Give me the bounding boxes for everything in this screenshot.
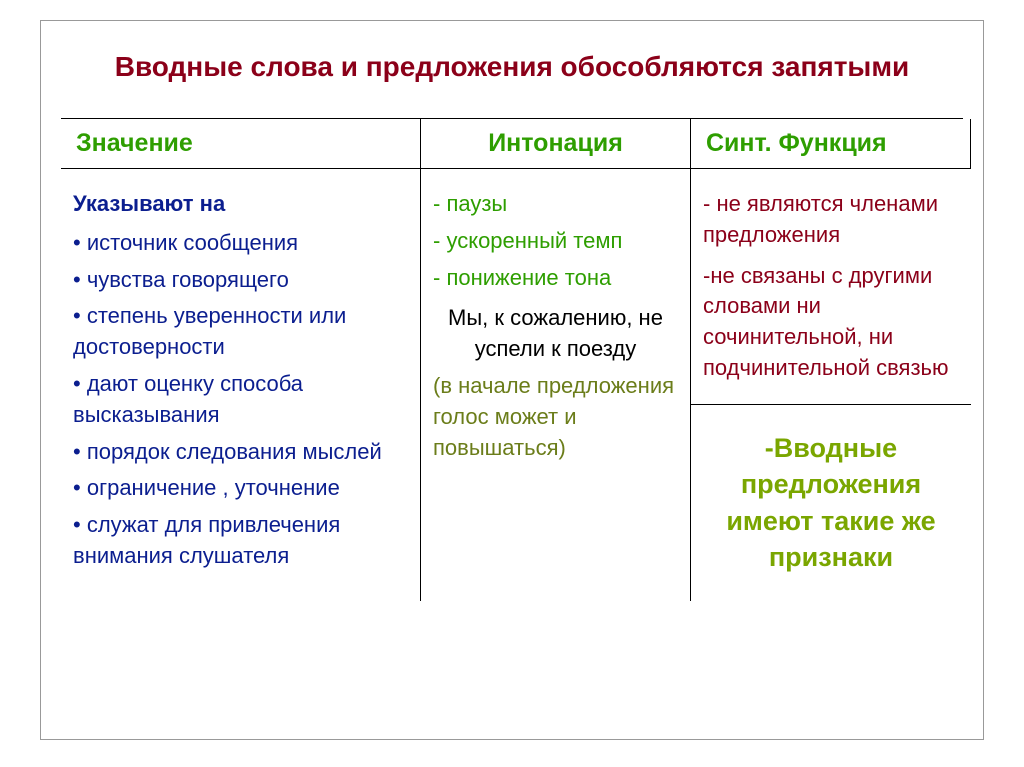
col1-lead: Указывают на xyxy=(73,189,408,220)
col2-note: (в начале предложения голос может и повы… xyxy=(433,371,678,463)
col2-body: - паузы - ускоренный темп - понижение то… xyxy=(421,168,691,601)
col2-item: - понижение тона xyxy=(433,263,678,294)
col2-header: Интонация xyxy=(421,119,691,168)
content-table: Значение Интонация Синт. Функция Указыва… xyxy=(61,118,963,601)
col1-item: источник сообщения xyxy=(73,228,408,259)
col1-item: степень уверенности или достоверности xyxy=(73,301,408,363)
col1-body: Указывают на источник сообщения чувства … xyxy=(61,168,421,601)
col2-item: - паузы xyxy=(433,189,678,220)
col1-item: чувства говорящего xyxy=(73,265,408,296)
col2-item: - ускоренный темп xyxy=(433,226,678,257)
col3-header: Синт. Функция xyxy=(691,119,971,168)
col1-item: дают оценку способа высказывания xyxy=(73,369,408,431)
col3-top: - не являются членами предложения -не св… xyxy=(691,168,971,404)
col3-bottom: -Вводные предложения имеют такие же приз… xyxy=(691,404,971,601)
col1-header: Значение xyxy=(61,119,421,168)
col2-example: Мы, к сожалению, не успели к поезду xyxy=(433,303,678,365)
col1-item: порядок следования мыслей xyxy=(73,437,408,468)
slide-frame: Вводные слова и предложения обособляются… xyxy=(40,20,984,740)
page-title: Вводные слова и предложения обособляются… xyxy=(61,51,963,98)
col3-item: - не являются членами предложения xyxy=(703,189,959,251)
col3-item: -не связаны с другими словами ни сочинит… xyxy=(703,261,959,384)
col1-item: служат для привлечения внимания слушател… xyxy=(73,510,408,572)
col1-item: ограничение , уточнение xyxy=(73,473,408,504)
